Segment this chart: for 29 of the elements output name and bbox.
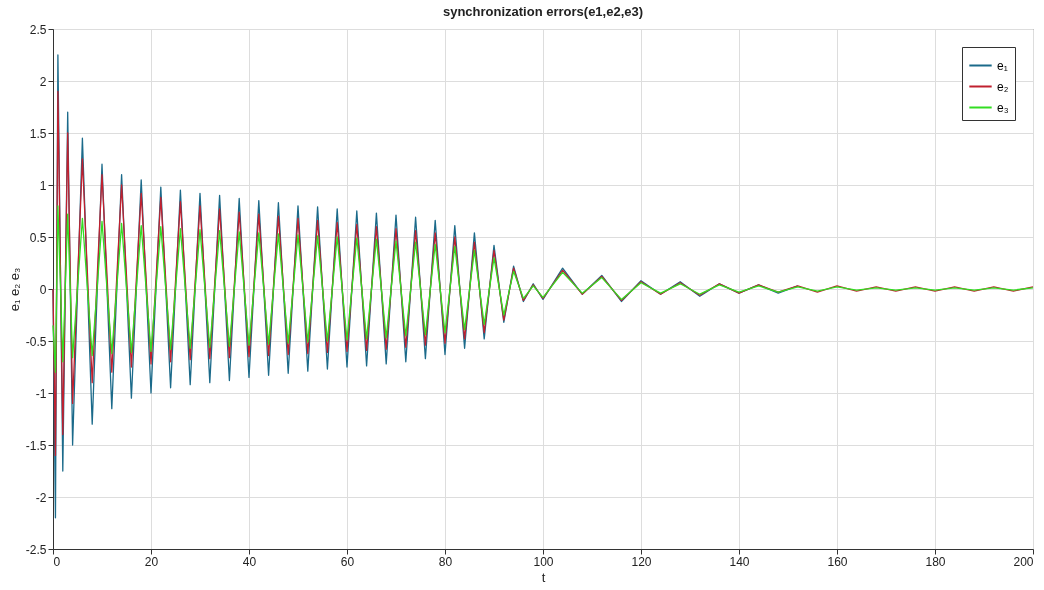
x-tick-label: 100 bbox=[533, 554, 554, 569]
x-tick-label: 40 bbox=[242, 554, 257, 569]
y-tick-label: 0 bbox=[39, 282, 47, 297]
legend-label: e₂ bbox=[997, 79, 1009, 94]
y-tick-label: -2 bbox=[35, 490, 47, 505]
legend-label: e₃ bbox=[997, 100, 1009, 115]
line-series bbox=[52, 205, 1034, 373]
x-tick-label: 120 bbox=[631, 554, 652, 569]
x-tick-label: 200 bbox=[1013, 554, 1034, 569]
y-tick-label: -0.5 bbox=[25, 334, 47, 349]
x-tick-label: 140 bbox=[729, 554, 750, 569]
y-tick-label: 1 bbox=[39, 178, 47, 193]
chart-title: synchronization errors(e1,e2,e3) bbox=[442, 4, 644, 19]
y-tick-label: -1.5 bbox=[25, 438, 47, 453]
x-tick-label: 180 bbox=[925, 554, 946, 569]
y-tick-label: 1.5 bbox=[29, 126, 47, 141]
y-tick-label: -2.5 bbox=[25, 542, 47, 557]
x-axis-title: t bbox=[541, 569, 546, 585]
y-tick-label: 0.5 bbox=[29, 230, 47, 245]
x-tick-label: 80 bbox=[438, 554, 453, 569]
legend-label: e₁ bbox=[997, 58, 1008, 73]
y-tick-label: -1 bbox=[35, 386, 47, 401]
y-tick-label: 2.5 bbox=[29, 22, 47, 37]
x-tick-label: 0 bbox=[53, 554, 61, 569]
x-tick-label: 160 bbox=[827, 554, 848, 569]
y-tick-label: 2 bbox=[39, 74, 47, 89]
y-axis-title: e₁ e₂ e₃ bbox=[6, 267, 22, 312]
x-tick-label: 60 bbox=[340, 554, 355, 569]
x-tick-label: 20 bbox=[144, 554, 159, 569]
